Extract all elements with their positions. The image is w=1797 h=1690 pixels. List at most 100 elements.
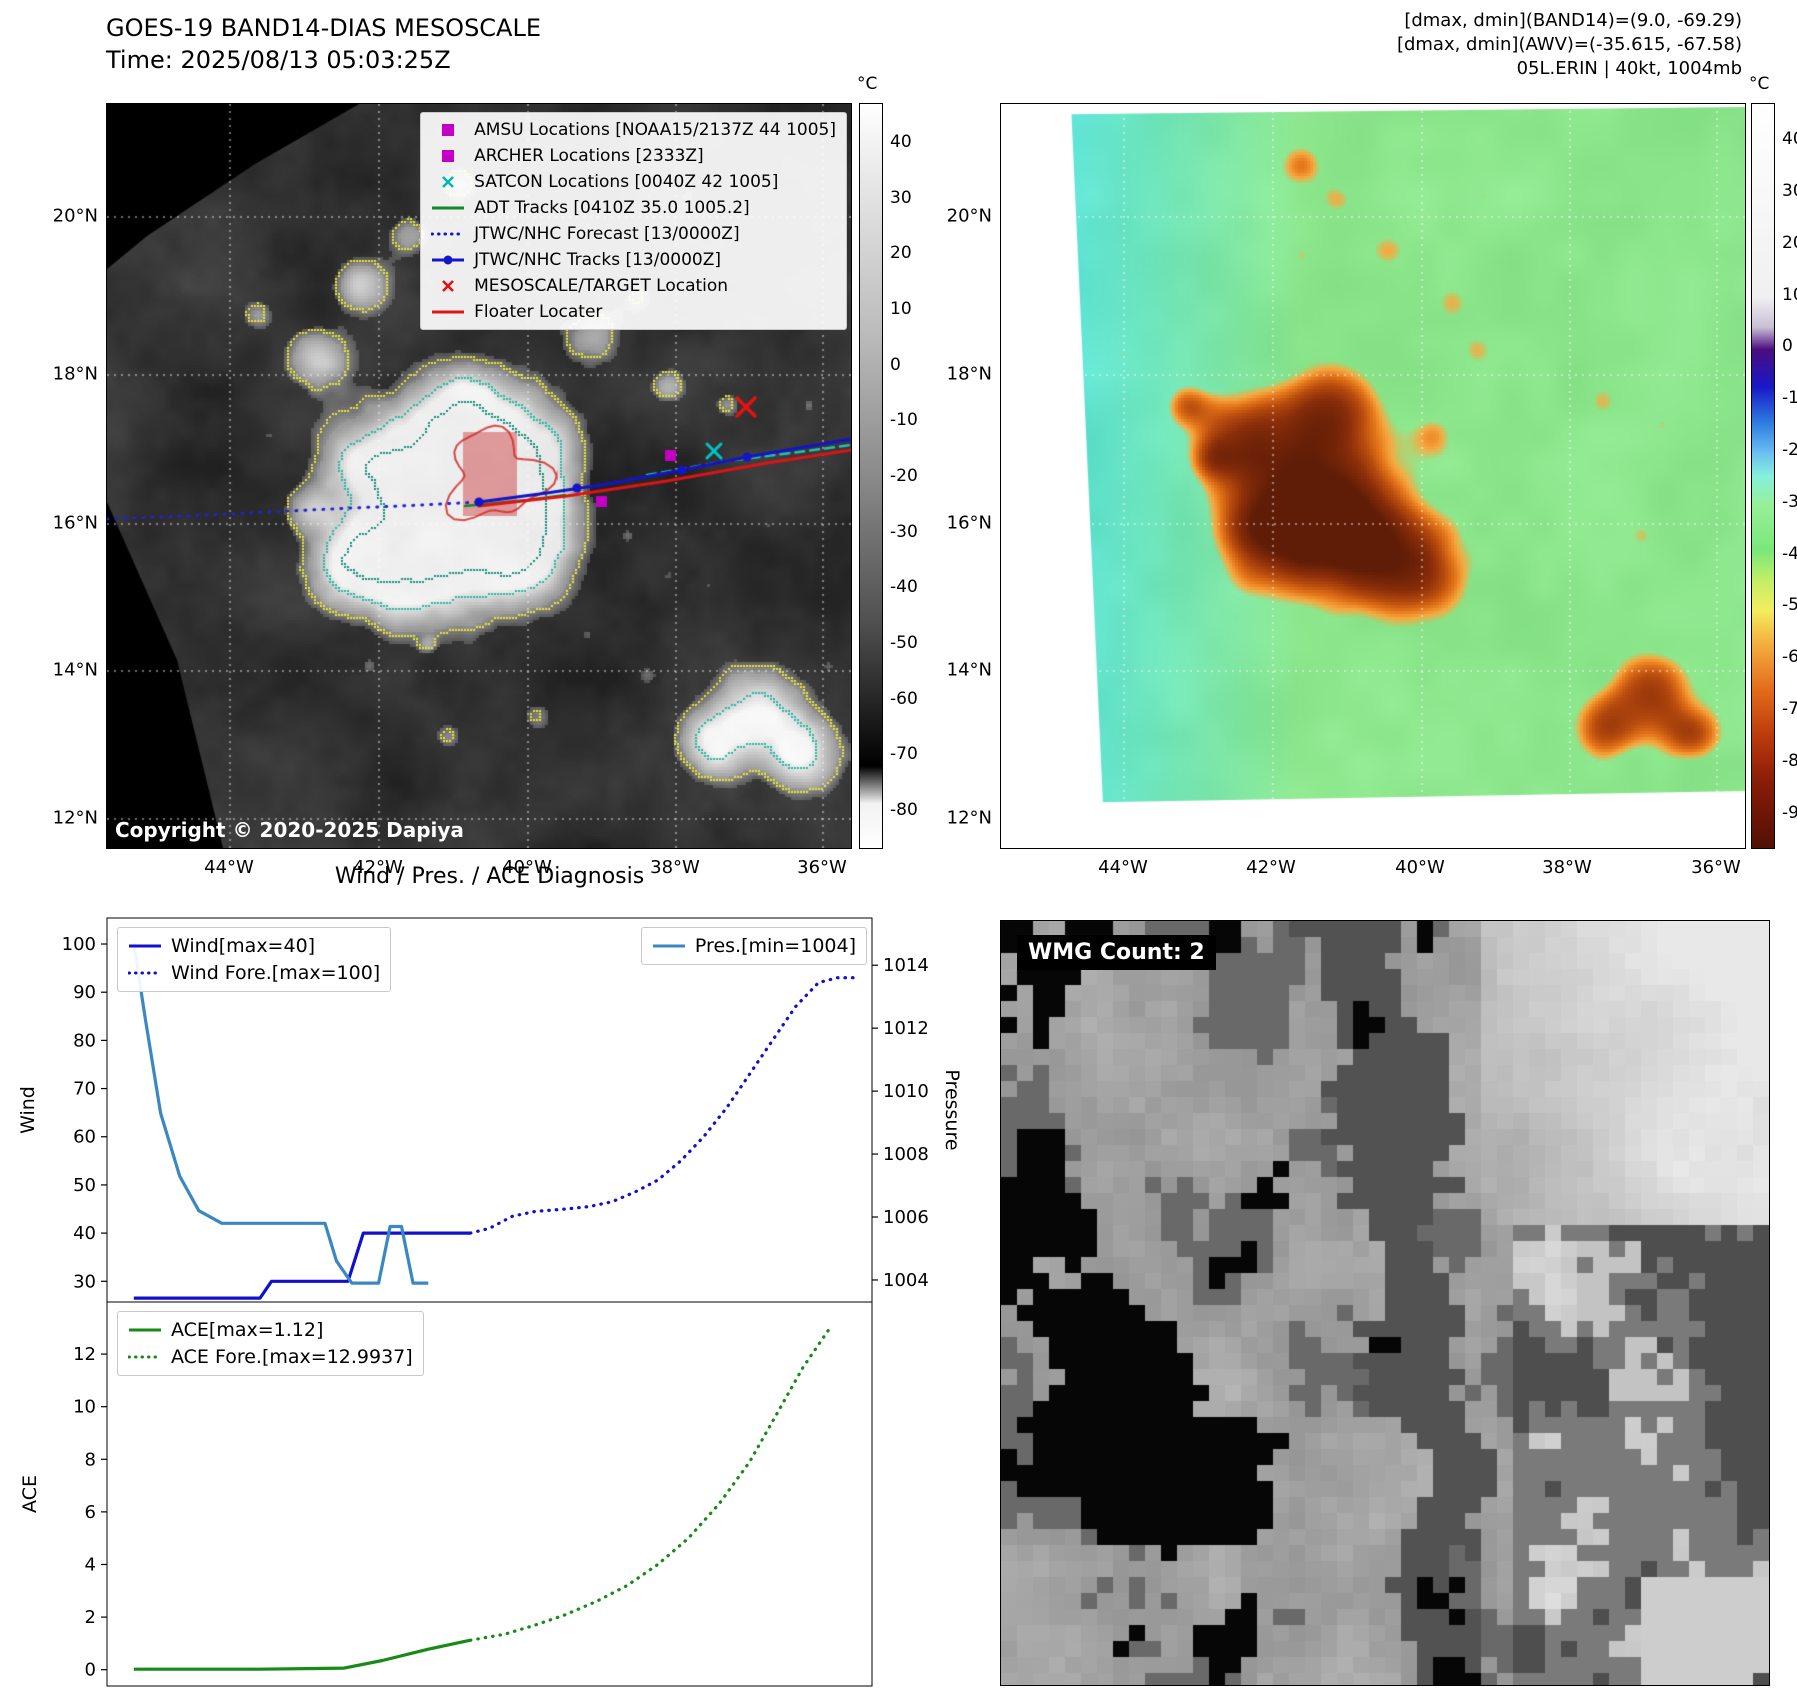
band14-colorbar-tick: -40 (890, 577, 918, 598)
line-marker-icon (432, 206, 465, 210)
pressure-axis-label: Pressure (941, 1069, 963, 1151)
legend-item: JTWC/NHC Tracks [13/0000Z] (431, 250, 836, 270)
y-tick: 70 (73, 1079, 96, 1100)
band14-colorbar-tick: -20 (890, 465, 918, 486)
awv-lon-tick: 40°W (1395, 857, 1445, 878)
line-dot-marker-icon (432, 255, 465, 265)
awv-plot (1000, 103, 1746, 849)
band14-colorbar-tick: -10 (890, 410, 918, 431)
awv-header-line: [dmax, dmin](BAND14)=(9.0, -69.29) (1404, 10, 1742, 31)
series-line (133, 1231, 471, 1300)
legend-item-label: AMSU Locations [NOAA15/2137Z 44 1005] (474, 120, 836, 140)
chart-legend: Pres.[min=1004] (640, 927, 867, 965)
legend-item: AMSU Locations [NOAA15/2137Z 44 1005] (431, 120, 836, 140)
awv-lat-tick: 14°N (946, 659, 992, 681)
awv-colorbar-tick: 20 (1782, 232, 1797, 253)
line-marker-icon (129, 944, 161, 948)
awv-colorbar-tick: 0 (1782, 336, 1793, 357)
series-line (468, 1326, 832, 1642)
y-tick-right: 1004 (883, 1270, 929, 1291)
band14-lon-tick: 44°W (204, 857, 254, 878)
y-tick: 8 (85, 1449, 96, 1470)
awv-lon-tick: 36°W (1691, 857, 1741, 878)
legend-item-label: SATCON Locations [0040Z 42 1005] (474, 172, 779, 192)
dotted-line-marker-icon (128, 971, 162, 975)
awv-header-line: 05L.ERIN | 40kt, 1004mb (1516, 58, 1742, 79)
legend-item-label: Wind[max=40] (171, 935, 316, 957)
dotted-line-marker-icon (128, 1355, 162, 1359)
y-tick: 12 (73, 1344, 96, 1365)
legend-item-label: ACE Fore.[max=12.9937] (171, 1346, 413, 1368)
band14-time: Time: 2025/08/13 05:03:25Z (106, 46, 451, 74)
legend-item-label: MESOSCALE/TARGET Location (474, 276, 729, 296)
awv-lon-tick: 38°W (1542, 857, 1592, 878)
awv-colorbar-tick: -30 (1782, 491, 1797, 512)
y-tick: 0 (85, 1660, 96, 1681)
wmg-image (1001, 921, 1769, 1685)
legend-item: Floater Locater (431, 302, 836, 322)
y-tick-right: 1010 (883, 1081, 929, 1102)
legend-item: ADT Tracks [0410Z 35.0 1005.2] (431, 198, 836, 218)
y-tick: 80 (73, 1030, 96, 1051)
band14-colorbar-unit: °C (857, 74, 878, 94)
awv-colorbar-tick: 10 (1782, 284, 1797, 305)
band14-lat-tick: 20°N (52, 205, 98, 227)
legend-item-label: Floater Locater (474, 302, 603, 322)
legend-item: ACE Fore.[max=12.9937] (128, 1346, 413, 1368)
awv-lat-tick: 18°N (946, 363, 992, 385)
y-tick-right: 1008 (883, 1144, 929, 1165)
y-tick: 60 (73, 1127, 96, 1148)
band14-colorbar-tick: -80 (890, 800, 918, 820)
legend-item-label: Wind Fore.[max=100] (171, 962, 381, 984)
legend-item-label: ADT Tracks [0410Z 35.0 1005.2] (474, 198, 750, 218)
band14-colorbar-tick: -60 (890, 688, 918, 709)
legend-item: Pres.[min=1004] (652, 935, 856, 957)
awv-colorbar-tick: -60 (1782, 647, 1797, 668)
band14-plot: AMSU Locations [NOAA15/2137Z 44 1005] ARC… (106, 103, 852, 849)
y-tick: 6 (85, 1502, 96, 1523)
band14-lat-tick: 16°N (52, 512, 98, 534)
awv-colorbar-unit: °C (1749, 74, 1770, 94)
legend-item: ARCHER Locations [2333Z] (431, 146, 836, 166)
legend-item-label: JTWC/NHC Forecast [13/0000Z] (474, 224, 740, 244)
band14-colorbar-tick: 40 (890, 131, 912, 152)
y-tick-right: 1006 (883, 1207, 929, 1228)
y-tick: 90 (73, 982, 96, 1003)
wmg-count-label: WMG Count: 2 (1017, 935, 1216, 970)
series-line (133, 1638, 471, 1671)
y-tick: 40 (73, 1223, 96, 1244)
awv-lat-tick: 20°N (946, 205, 992, 227)
y-tick: 10 (73, 1397, 96, 1418)
band14-colorbar-tick: 30 (890, 187, 912, 208)
line-marker-icon (432, 310, 465, 314)
legend-item: Wind Fore.[max=100] (128, 962, 380, 984)
awv-colorbar-tick: 40 (1782, 129, 1797, 150)
series-line (132, 942, 429, 1285)
awv-lon-tick: 44°W (1098, 857, 1148, 878)
band14-lon-tick: 38°W (650, 857, 700, 878)
ace-axis-label: ACE (19, 1475, 41, 1513)
y-tick: 2 (85, 1607, 96, 1628)
band14-colorbar-tick: 20 (890, 243, 912, 264)
awv-lat-tick: 16°N (946, 512, 992, 534)
y-tick-right: 1012 (883, 1018, 929, 1039)
legend-item-label: ACE[max=1.12] (171, 1319, 324, 1341)
legend-item-label: JTWC/NHC Tracks [13/0000Z] (474, 250, 721, 270)
band14-colorbar-tick: -70 (890, 744, 918, 765)
legend-item: JTWC/NHC Forecast [13/0000Z] (431, 224, 836, 244)
band14-colorbar-tick: -50 (890, 632, 918, 653)
legend-item: Wind[max=40] (128, 935, 380, 957)
awv-colorbar-tick: -70 (1782, 699, 1797, 720)
awv-colorbar-tick: -20 (1782, 440, 1797, 461)
band14-lat-tick: 18°N (52, 363, 98, 385)
band14-colorbar (859, 103, 883, 849)
awv-colorbar-tick: -90 (1782, 802, 1797, 823)
dotted-line-marker-icon (431, 232, 466, 236)
band14-colorbar-tick: 0 (890, 354, 901, 375)
chart-legend: ACE[max=1.12] ACE Fore.[max=12.9937] (117, 1311, 424, 1376)
band14-copyright: Copyright © 2020-2025 Dapiya (115, 818, 464, 842)
line-marker-icon (652, 944, 685, 948)
square-marker-icon (442, 124, 455, 136)
y-tick: 50 (73, 1175, 96, 1196)
